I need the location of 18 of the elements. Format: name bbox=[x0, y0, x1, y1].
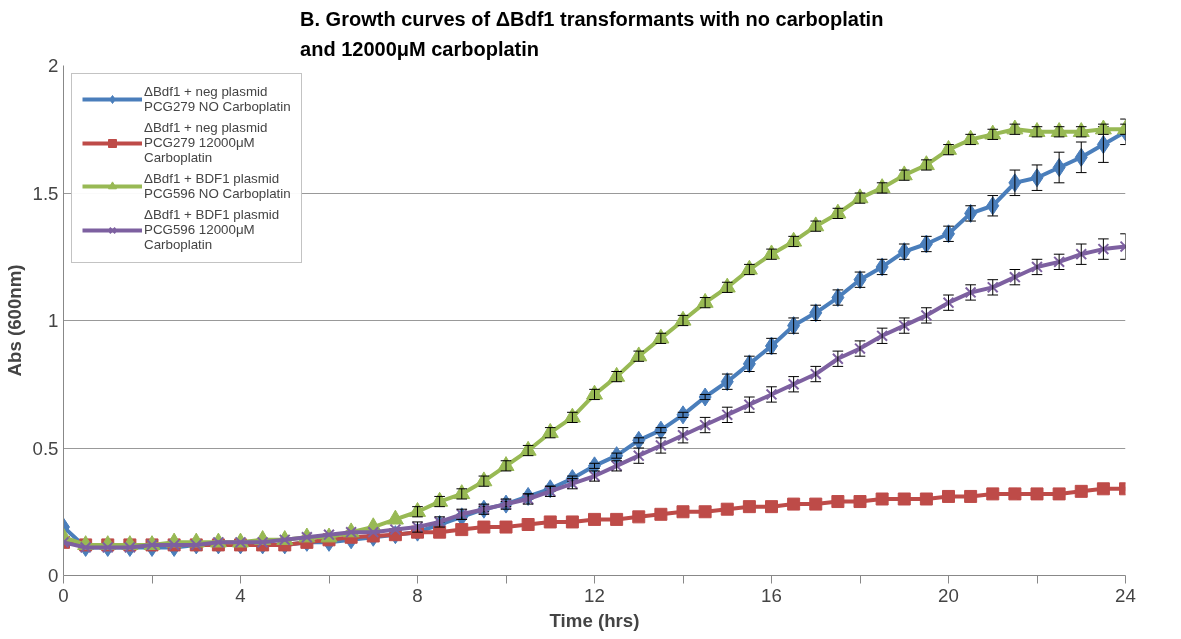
y-tick-label: 1.5 bbox=[32, 182, 59, 204]
x-tick-label: 16 bbox=[761, 584, 782, 606]
y-axis-title: Abs (600nm) bbox=[3, 264, 25, 377]
legend-label: ΔBdf1 + neg plasmid PCG279 12000μM Carboplatin bbox=[144, 120, 268, 165]
legend-label: ΔBdf1 + BDF1 plasmid PCG596 12000μM Carboplatin bbox=[144, 207, 280, 252]
y-tick-label: 0.5 bbox=[32, 437, 59, 459]
x-tick-label: 24 bbox=[1115, 584, 1136, 606]
x-axis-title: Time (hrs) bbox=[549, 609, 640, 631]
x-tick-label: 4 bbox=[235, 584, 246, 606]
x-tick-label: 8 bbox=[412, 584, 423, 606]
x-tick-label: 12 bbox=[584, 584, 605, 606]
y-tick-label: 2 bbox=[48, 55, 59, 76]
legend-label: ΔBdf1 + neg plasmid PCG279 NO Carboplatin bbox=[144, 84, 291, 114]
y-tick-label: 0 bbox=[48, 565, 59, 586]
x-tick-label: 20 bbox=[938, 584, 959, 606]
y-tick-label: 1 bbox=[48, 310, 59, 331]
legend-label: ΔBdf1 + BDF1 plasmid PCG596 NO Carboplatin bbox=[144, 171, 291, 201]
chart-title: B. Growth curves of ΔBdf1 transformants with no carboplatin and 12000μM carboplatin bbox=[300, 7, 884, 61]
